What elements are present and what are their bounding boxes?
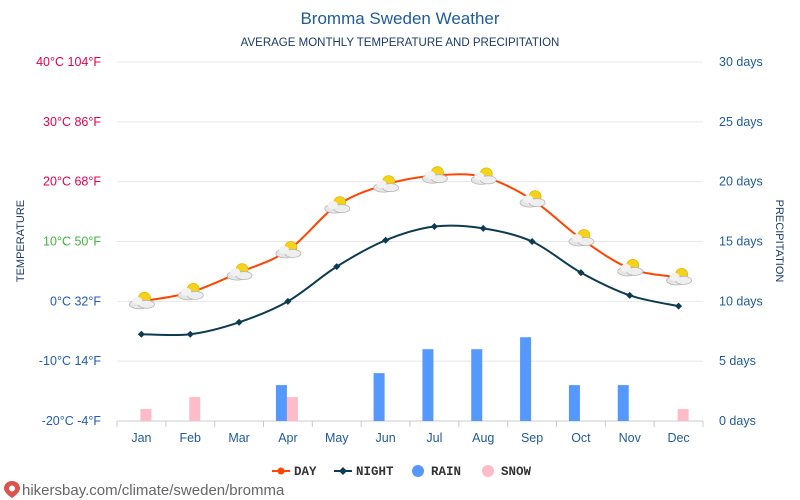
weather-icons [129, 166, 692, 310]
night-point [479, 224, 487, 232]
night-point [235, 318, 243, 326]
cloud-shape [327, 201, 338, 210]
precipitation-tick-label: 25 days [719, 115, 763, 129]
cloud-shape [669, 272, 680, 281]
rain-bar [520, 337, 532, 421]
cloud-sun-icon [177, 282, 204, 301]
month-label: Apr [278, 431, 297, 445]
cloud-sun-icon [519, 190, 546, 208]
cloud-shape [425, 171, 436, 180]
cloud-shape [474, 172, 485, 181]
snow-bar [189, 397, 201, 421]
rain-bar [373, 373, 385, 421]
night-point [284, 297, 292, 305]
temperature-axis: 40°C 104°F 30°C 86°F 20°C 68°F 10°C 50°F 0°C… [36, 55, 101, 428]
temperature-tick-label: 10°C 50°F [43, 235, 101, 249]
snow-bar [286, 397, 298, 421]
cloud-sun-icon [129, 291, 155, 310]
precipitation-tick-label: 0 days [719, 414, 756, 428]
precipitation-axis-label: PRECIPITATION [773, 200, 785, 283]
footer-link[interactable]: hikersbay.com/climate/sweden/bromma [4, 481, 285, 499]
cloud-sun-icon [324, 196, 351, 214]
legend: DAY NIGHT RAIN SNOW [272, 465, 532, 479]
cloud-sun-icon [617, 259, 644, 277]
cloud-shape [376, 180, 387, 189]
month-label: Dec [667, 431, 689, 445]
rain-bar [568, 385, 580, 421]
cloud-shape [230, 268, 241, 277]
cloud-sun-icon [422, 166, 448, 184]
month-label: Aug [472, 431, 494, 445]
precipitation-axis: 30 days 25 days 20 days 15 days 10 days 5 day… [719, 55, 763, 428]
cloud-sun-icon [226, 263, 253, 281]
legend-item-snow[interactable]: SNOW [482, 465, 532, 479]
night-point [577, 269, 585, 277]
month-label: Jul [426, 431, 442, 445]
legend-label-snow: SNOW [501, 465, 532, 479]
temperature-axis-label: TEMPERATURE [15, 200, 27, 282]
temperature-tick-label: -10°C 14°F [39, 354, 101, 368]
legend-label-day: DAY [294, 465, 317, 479]
cloud-sun-icon [666, 267, 692, 286]
precipitation-tick-label: 5 days [719, 354, 756, 368]
cloud-sun-icon [568, 229, 595, 247]
month-label: Oct [571, 431, 591, 445]
month-label: Mar [228, 431, 250, 445]
temperature-lines [137, 172, 683, 338]
night-point [675, 302, 683, 310]
temperature-tick-label: 20°C 68°F [43, 175, 101, 189]
cloud-shape [278, 245, 289, 254]
cloud-shape [620, 263, 631, 272]
night-point [137, 330, 145, 338]
month-label: Jan [131, 431, 151, 445]
temperature-tick-label: -20°C -4°F [42, 414, 102, 428]
legend-label-night: NIGHT [356, 465, 394, 479]
night-point [430, 223, 438, 231]
month-label: Nov [619, 431, 642, 445]
rain-bar [471, 349, 483, 421]
cloud-shape [132, 296, 143, 305]
cloud-shape [181, 287, 192, 296]
precipitation-tick-label: 20 days [719, 175, 763, 189]
precipitation-tick-label: 30 days [719, 55, 763, 69]
temperature-tick-label: 0°C 32°F [50, 294, 101, 308]
rain-bar [275, 385, 287, 421]
precipitation-tick-label: 15 days [719, 235, 763, 249]
month-label: Feb [179, 431, 201, 445]
location-pin-icon [4, 481, 20, 498]
month-label: Sep [521, 431, 543, 445]
legend-item-day[interactable]: DAY [272, 465, 317, 479]
cloud-sun-icon [275, 241, 302, 259]
night-point [186, 330, 194, 338]
precipitation-bars [140, 337, 689, 421]
legend-item-night[interactable]: NIGHT [334, 465, 394, 479]
snow-bar [140, 409, 152, 421]
month-label: May [325, 431, 349, 445]
chart-subtitle: AVERAGE MONTHLY TEMPERATURE AND PRECIPIT… [241, 37, 560, 49]
rain-bar [617, 385, 629, 421]
rain-bar [422, 349, 434, 421]
footer-url: hikersbay.com/climate/sweden/bromma [22, 482, 285, 499]
cloud-sun-icon [470, 167, 497, 185]
chart-title: Bromma Sweden Weather [300, 9, 499, 28]
night-point [382, 236, 390, 244]
cloud-sun-icon [373, 175, 399, 193]
night-point [528, 238, 536, 245]
night-point [626, 291, 634, 299]
legend-item-rain[interactable]: RAIN [412, 465, 461, 479]
temperature-tick-label: 30°C 86°F [43, 115, 101, 129]
temperature-tick-label: 40°C 104°F [36, 55, 101, 69]
grid-lines [116, 61, 704, 427]
month-label: Jun [376, 431, 396, 445]
snow-bar [677, 409, 689, 421]
month-axis: Jan Feb Mar Apr May Jun Jul Aug Sep Oct Nov Dec [131, 431, 689, 445]
precipitation-tick-label: 10 days [719, 294, 763, 308]
cloud-shape [571, 234, 582, 243]
cloud-shape [523, 195, 534, 204]
night-series-line [141, 224, 679, 337]
legend-label-rain: RAIN [431, 465, 461, 479]
night-point [333, 263, 341, 271]
